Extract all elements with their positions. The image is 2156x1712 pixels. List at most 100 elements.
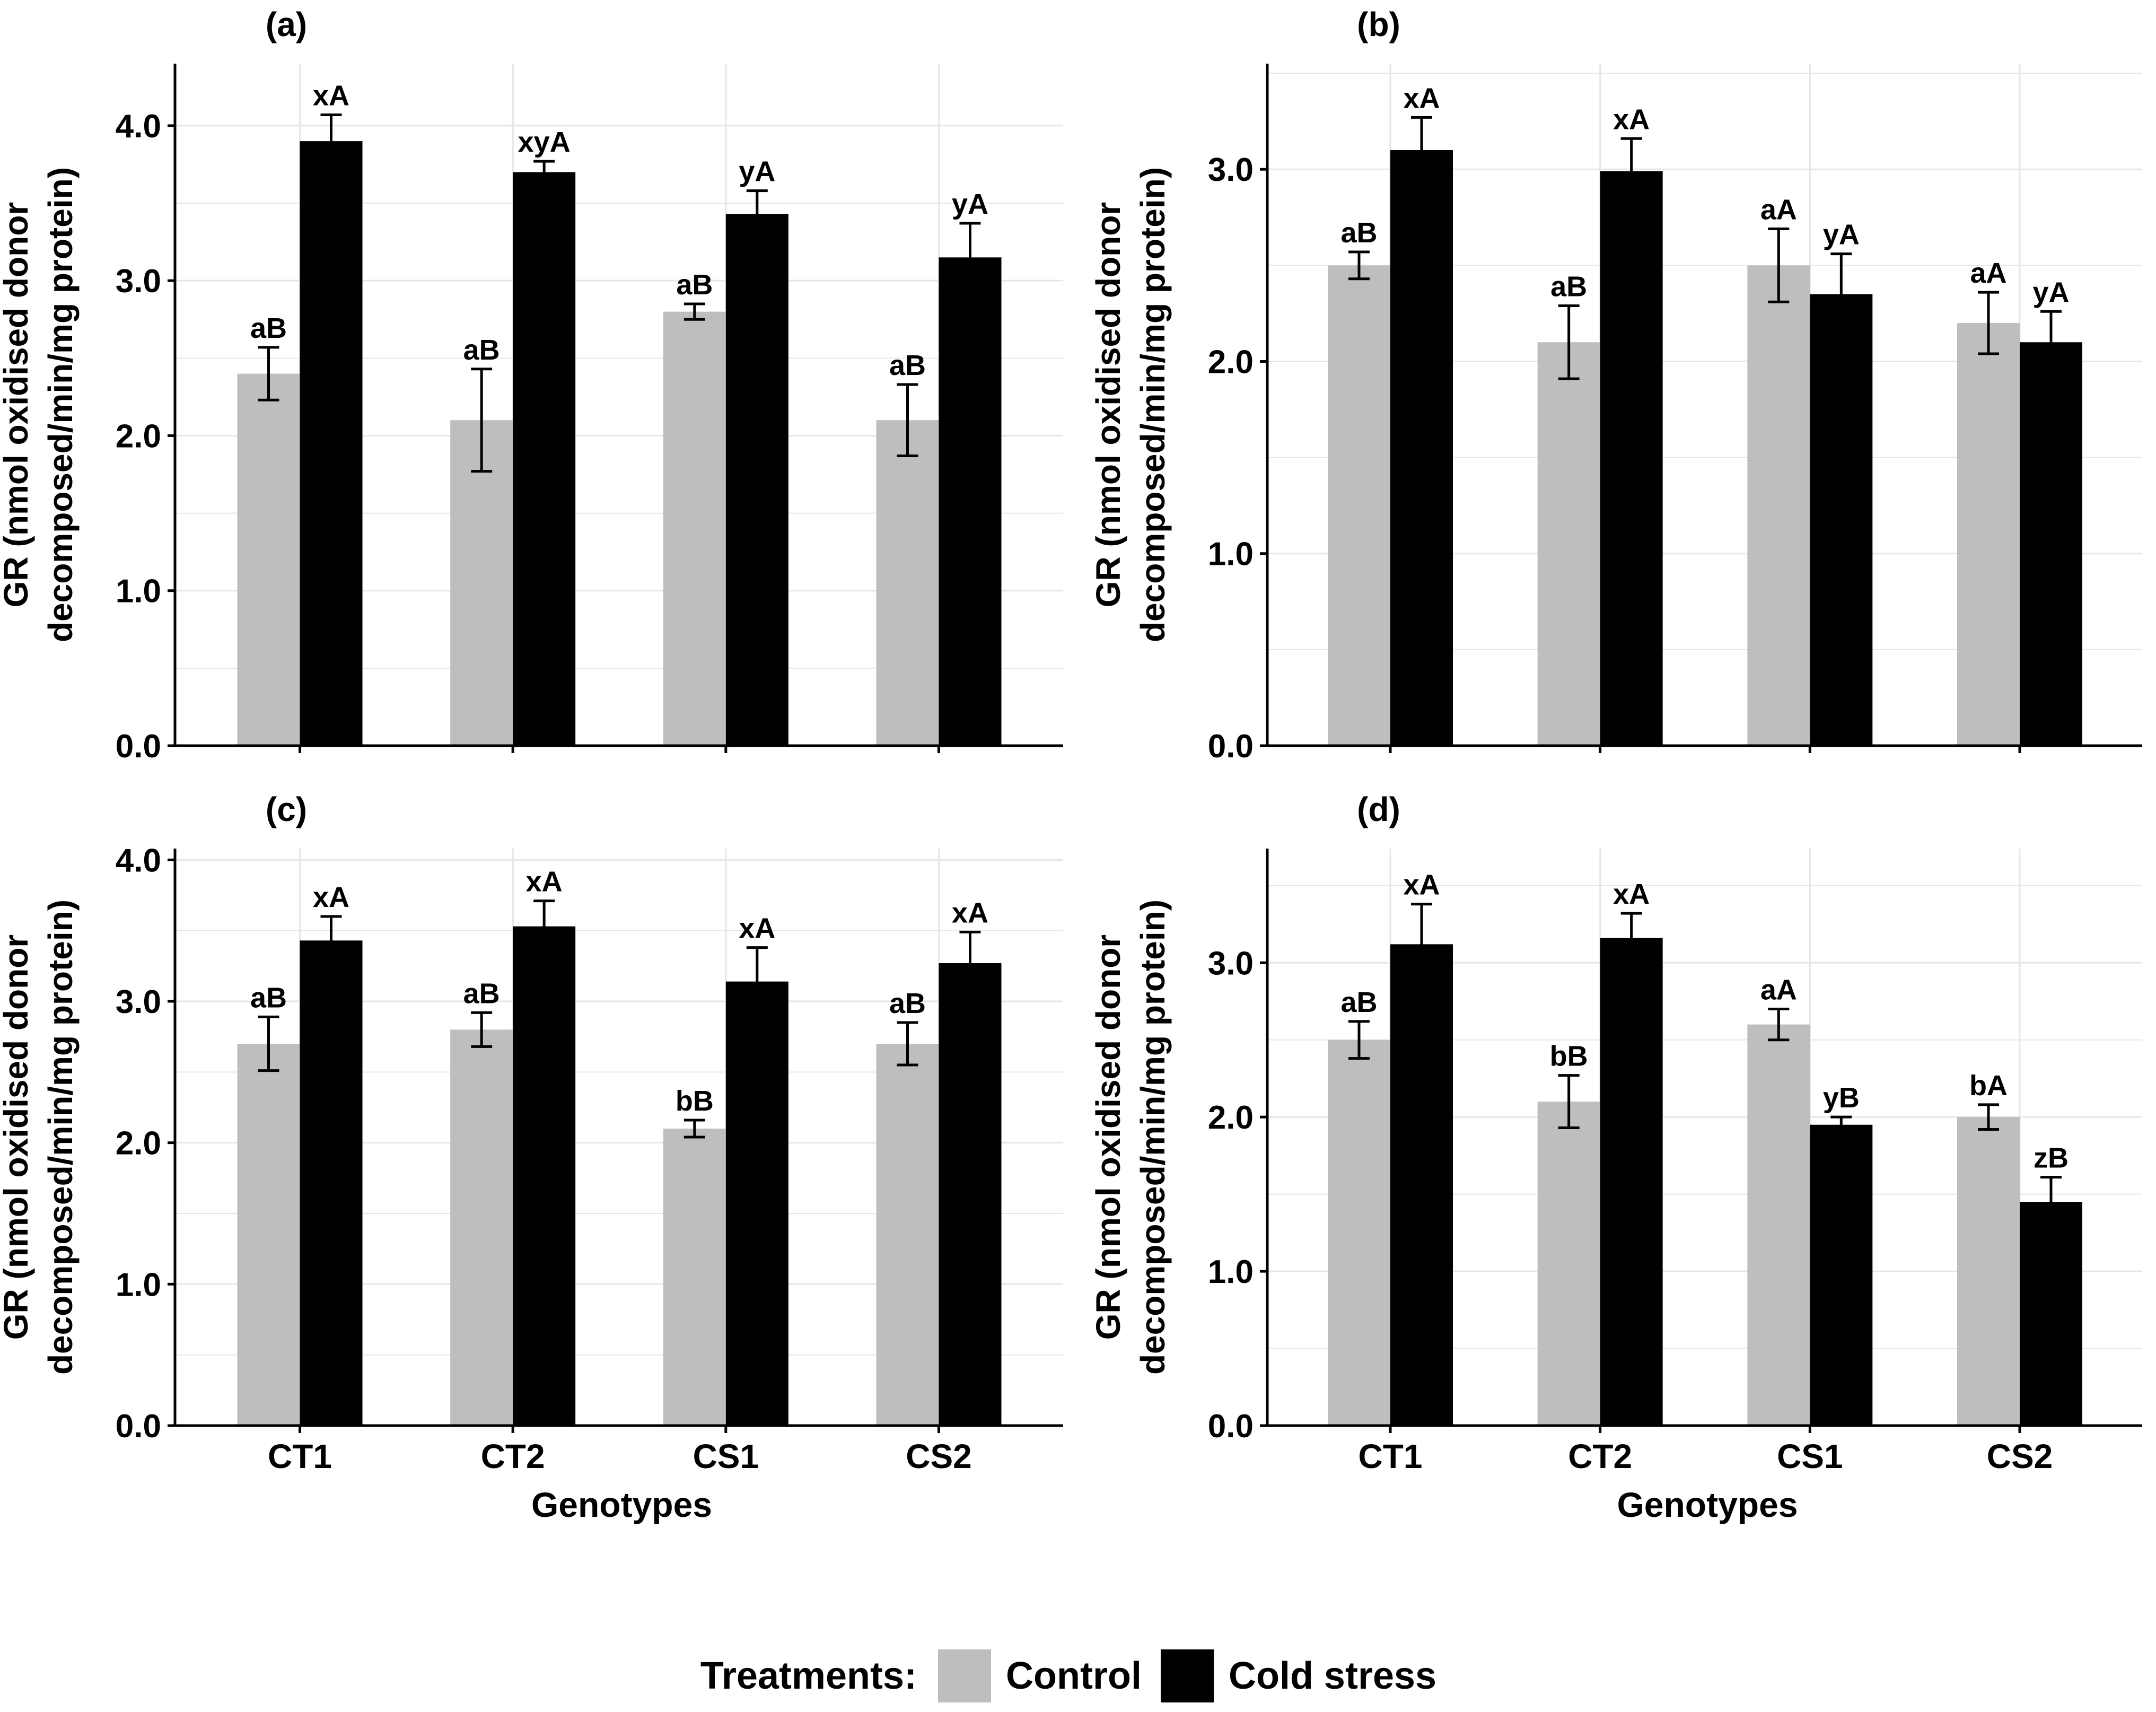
significance-label: aA [1760,194,1797,226]
bar-cold-stress [513,172,576,746]
chart-panel-a: aB aB aB aB xA xyA yA yA 0.0 1.0 2.0 3.0 4.0 (a) GR (n… [0,5,1063,765]
bar-control [663,1129,726,1426]
significance-label: xA [1403,869,1440,901]
chart-panel-d: aB bB aA bA xA xA yB zB 0.0 1.0 2.0 3.0 CT1 CT2 CS1 CS2… [1089,790,2142,1524]
significance-label: zB [2034,1142,2069,1174]
significance-label: aB [889,350,926,381]
chart-panel-b: aB aB aA aA xA xA yA yA 0.0 1.0 2.0 3.0 (b) GR (nmol … [1089,5,2142,765]
y-tick-label: 2.0 [116,418,161,455]
y-tick-label: 3.0 [116,263,161,300]
y-axis-label-line-2: decomposed/min/mg protein) [41,899,80,1375]
bar-cold-stress [1390,944,1453,1426]
y-tick-label: 1.0 [116,573,161,610]
significance-label: xA [1613,103,1650,135]
bar-control [1537,1102,1600,1426]
bar-control [1747,265,1810,746]
bar-cold-stress [725,214,788,746]
bar-control [1957,323,2020,746]
significance-label: yA [1823,219,1860,251]
bar-control [663,311,726,746]
significance-label: aB [250,982,287,1014]
significance-label: xA [739,913,775,945]
bar-cold-stress [1810,294,1873,746]
significance-label: yA [739,156,775,188]
bar-cold-stress [1600,938,1663,1426]
bar-control [1957,1117,2020,1426]
x-tick-label: CT1 [1359,1437,1423,1475]
y-tick-label: 0.0 [116,1408,161,1445]
panel-title: (b) [1357,5,1400,43]
panel-title: (a) [266,5,307,43]
y-tick-label: 3.0 [116,984,161,1020]
significance-label: aB [1340,217,1377,249]
bar-cold-stress [939,963,1002,1426]
bar-control [450,1029,513,1426]
y-tick-label: 2.0 [116,1125,161,1162]
y-axis-label-line-2: decomposed/min/mg protein) [1134,899,1172,1375]
bar-control [1327,1040,1390,1426]
significance-label: xA [313,80,349,111]
x-tick-label: CS1 [693,1437,759,1475]
significance-label: xA [526,866,563,898]
significance-label: yA [952,188,988,220]
y-axis-label-line-1: GR (nmol oxidised donor [1089,202,1127,607]
y-tick-label: 2.0 [1208,344,1254,380]
y-tick-label: 4.0 [116,108,161,145]
legend-item-control: Control [938,1649,1142,1702]
bar-control [450,420,513,746]
bar-cold-stress [300,940,363,1426]
y-tick-label: 2.0 [1208,1099,1254,1136]
y-tick-label: 3.0 [1208,945,1254,982]
y-tick-label: 0.0 [1208,728,1254,765]
significance-label: xA [952,897,988,929]
bar-control [876,1044,939,1426]
chart-panel-c: aB aB bB aB xA xA xA xA 0.0 1.0 2.0 3.0 4.0 CT1 CT2 CS1… [0,790,1063,1524]
bar-control [1327,265,1390,746]
x-tick-label: CS2 [1987,1437,2053,1475]
significance-label: aB [1340,986,1377,1018]
significance-label: xA [313,881,349,913]
y-tick-label: 1.0 [116,1266,161,1303]
significance-label: xyA [518,126,571,158]
significance-label: aB [463,977,500,1009]
y-axis-label-line-2: decomposed/min/mg protein) [1134,167,1172,642]
y-tick-label: 4.0 [116,842,161,879]
significance-label: aB [889,988,926,1019]
panel-title: (d) [1357,790,1400,828]
legend-label-cold-stress: Cold stress [1228,1655,1437,1697]
x-tick-label: CT2 [1568,1437,1632,1475]
bar-cold-stress [1600,171,1663,746]
legend-swatch-cold-stress [1160,1649,1214,1702]
significance-label: aB [1550,270,1587,302]
legend-item-cold-stress: Cold stress [1160,1649,1437,1702]
y-tick-label: 3.0 [1208,152,1254,188]
y-axis-label-line-1: GR (nmol oxidised donor [0,934,35,1340]
bar-control [876,420,939,746]
y-axis-label-line-1: GR (nmol oxidised donor [1089,934,1127,1340]
panel-title: (c) [266,790,307,828]
bar-cold-stress [1390,150,1453,746]
bar-control [237,373,300,746]
significance-label: yB [1823,1082,1860,1114]
significance-label: yA [2032,276,2069,308]
x-axis-label: Genotypes [1617,1485,1798,1524]
significance-label: aB [676,269,713,301]
significance-label: xA [1613,878,1650,910]
bar-cold-stress [513,926,576,1426]
x-tick-label: CT2 [481,1437,545,1475]
bar-control [1537,342,1600,746]
y-tick-label: 1.0 [1208,536,1254,573]
bar-cold-stress [939,257,1002,746]
significance-label: aB [250,312,287,344]
bar-cold-stress [300,141,363,746]
y-tick-label: 0.0 [1208,1408,1254,1445]
x-tick-label: CS2 [906,1437,972,1475]
legend: Treatments: Control Cold stress [0,1644,2156,1708]
bar-cold-stress [2020,342,2082,746]
legend-label-control: Control [1006,1655,1142,1697]
bar-control [237,1044,300,1426]
significance-label: aA [1760,974,1797,1006]
significance-label: bB [676,1085,714,1117]
x-tick-label: CT1 [268,1437,332,1475]
bar-control [1747,1024,1810,1426]
